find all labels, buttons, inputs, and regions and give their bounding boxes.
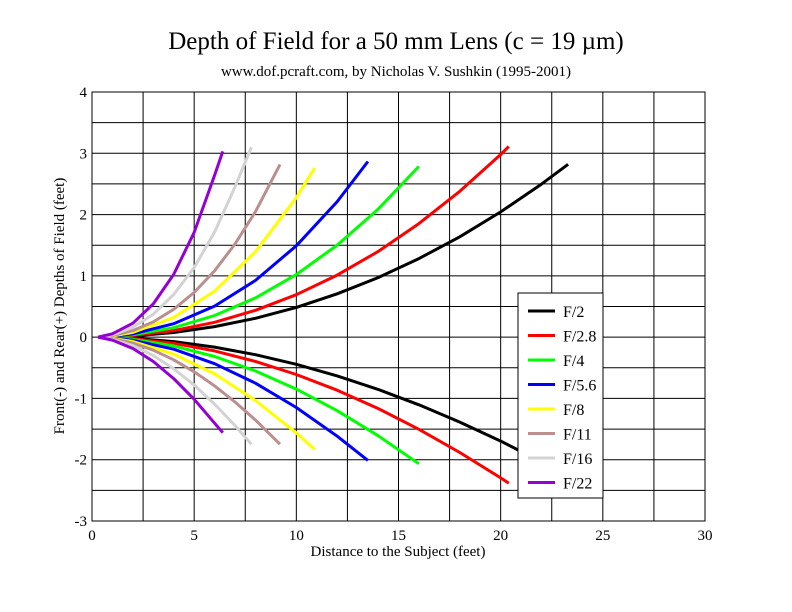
x-tick-label: 10	[289, 528, 304, 544]
chart-title: Depth of Field for a 50 mm Lens (c = 19 …	[168, 28, 624, 55]
y-axis-label: Front(-) and Rear(+) Depths of Field (fe…	[52, 178, 68, 435]
legend-label: F/16	[563, 451, 592, 468]
legend-label: F/22	[563, 476, 592, 493]
series-f-16-rear-line	[97, 146, 253, 339]
series-f-4-rear-line	[98, 165, 420, 339]
series-f-2-8-rear-line	[98, 145, 510, 339]
x-tick-label: 5	[190, 528, 198, 544]
x-axis-label: Distance to the Subject (feet)	[311, 544, 486, 560]
y-tick-label: 0	[80, 330, 88, 346]
y-tick-label: -1	[75, 391, 88, 407]
x-tick-label: 25	[595, 528, 610, 544]
legend-label: F/2	[563, 304, 584, 321]
series-f-2-rear-line	[98, 163, 569, 339]
grid	[91, 91, 706, 522]
y-tick-label: -2	[75, 453, 88, 469]
x-tick-label: 0	[88, 528, 96, 544]
y-tick-label: -3	[75, 514, 88, 530]
legend: F/2 F/2.8 F/4 F/5.6 F/8 F/11 F/16 F/22	[517, 292, 604, 499]
plot-frame	[91, 91, 706, 522]
y-tick-label: 3	[80, 146, 88, 162]
series-f-11-rear-line	[97, 163, 282, 339]
series-f-22-rear-line	[97, 150, 225, 339]
x-tick-label: 20	[493, 528, 508, 544]
legend-label: F/5.6	[563, 378, 596, 395]
x-tick-labels: 0 5 10 15 20 25 30	[88, 528, 712, 544]
legend-box	[517, 292, 604, 499]
y-tick-label: 4	[80, 85, 88, 101]
chart-subtitle: www.dof.pcraft.com, by Nicholas V. Sushk…	[220, 64, 572, 80]
y-tick-label: 1	[80, 269, 88, 285]
curves	[97, 145, 569, 485]
x-tick-label: 15	[391, 528, 406, 544]
series-f-22-front-line	[97, 335, 224, 434]
legend-label: F/4	[563, 353, 584, 370]
legend-label: F/11	[563, 427, 592, 444]
x-tick-label: 30	[698, 528, 713, 544]
series-f-2-front-line	[98, 335, 569, 478]
legend-label: F/2.8	[563, 329, 596, 346]
series-f-2-8-front-line	[98, 335, 510, 485]
legend-label: F/8	[563, 402, 584, 419]
y-tick-label: 2	[80, 208, 88, 224]
y-tick-labels: -3 -2 -1 0 1 2 3 4	[75, 85, 88, 530]
series-f-4-front-line	[98, 335, 420, 466]
